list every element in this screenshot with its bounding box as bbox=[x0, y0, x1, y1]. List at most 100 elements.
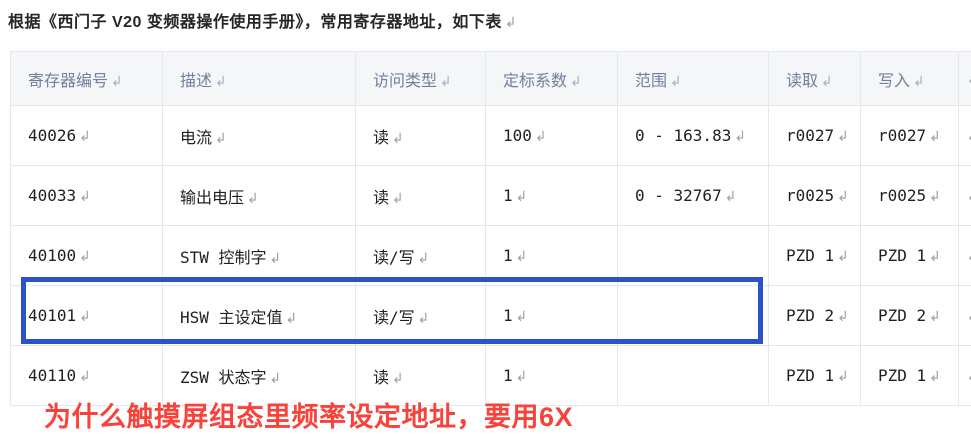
return-mark-icon: ↲ bbox=[929, 189, 941, 205]
cell-overflow: ↲ bbox=[958, 345, 971, 406]
cell-text: 100 bbox=[503, 126, 532, 145]
return-mark-icon: ↲ bbox=[79, 369, 91, 385]
return-mark-icon: ↲ bbox=[417, 310, 430, 327]
return-mark-icon: ↲ bbox=[392, 190, 404, 207]
cell-text: 读 bbox=[373, 367, 390, 387]
header-scale: 定标系数 ↲ bbox=[485, 51, 618, 106]
cell-scale: 1 ↲ bbox=[485, 285, 618, 346]
table-header-row: 寄存器编号↲ 描述↲ 访问类型↲ 定标系数↲ 范围↲ 读取↲ 写入↲ ↲ bbox=[10, 51, 971, 106]
return-mark-icon: ↲ bbox=[215, 73, 227, 90]
return-mark-icon: ↲ bbox=[929, 309, 941, 325]
cell-text: 输出电压 bbox=[180, 187, 245, 207]
return-mark-icon: ↲ bbox=[967, 129, 971, 145]
cell-text: r0025 bbox=[786, 186, 835, 205]
return-mark-icon: ↲ bbox=[967, 249, 971, 265]
cell-access: 读 ↲ bbox=[355, 165, 486, 226]
return-mark-icon: ↲ bbox=[967, 72, 971, 88]
cell-text: STW 控制字 bbox=[180, 247, 267, 267]
return-mark-icon: ↲ bbox=[215, 130, 227, 147]
register-table: 寄存器编号↲ 描述↲ 访问类型↲ 定标系数↲ 范围↲ 读取↲ 写入↲ ↲ 400… bbox=[10, 51, 971, 406]
cell-access: 读/写 ↲ bbox=[355, 225, 486, 286]
cell-text: 40110 bbox=[28, 366, 77, 385]
cell-read: PZD 2 ↲ bbox=[768, 285, 861, 346]
return-mark-icon: ↲ bbox=[515, 249, 528, 265]
cell-text: 40033 bbox=[28, 186, 77, 205]
header-write: 写入 ↲ bbox=[860, 51, 959, 106]
cell-description: HSW 主设定值 ↲ bbox=[162, 285, 356, 346]
return-mark-icon: ↲ bbox=[79, 309, 91, 325]
cell-read: PZD 1 ↲ bbox=[768, 345, 861, 406]
return-mark-icon: ↲ bbox=[392, 130, 404, 147]
cell-text: 1 bbox=[503, 366, 513, 385]
return-mark-icon: ↲ bbox=[724, 189, 737, 205]
return-mark-icon: ↲ bbox=[79, 129, 91, 145]
return-mark-icon: ↲ bbox=[837, 309, 849, 325]
table-row: 40026 ↲ 电流 ↲ 读 ↲ 100 ↲ 0 - 163.83 ↲ r0027 ↲ r0… bbox=[10, 105, 971, 166]
page-title-text: 根据《西门子 V20 变频器操作使用手册》，常用寄存器地址，如下表 bbox=[8, 14, 502, 31]
return-mark-icon: ↲ bbox=[515, 309, 528, 325]
cell-text: r0027 bbox=[878, 126, 927, 145]
table-row-highlighted: 40101↲ HSW 主设定值↲ 读/写↲ 1↲ PZD 2↲ PZD 2↲ ↲ bbox=[10, 285, 971, 346]
return-mark-icon: ↲ bbox=[734, 129, 747, 145]
table-row: 40033 ↲ 输出电压 ↲ 读 ↲ 1 ↲ 0 - 32767 ↲ r0025 ↲ r00… bbox=[10, 165, 971, 226]
return-mark-icon: ↲ bbox=[929, 249, 941, 265]
cell-text: 读 bbox=[373, 187, 390, 207]
return-mark-icon: ↲ bbox=[79, 249, 91, 265]
header-label: 写入 bbox=[878, 70, 911, 90]
table-row: 40110↲ ZSW 状态字↲ 读↲ 1↲ PZD 1↲ PZD 1↲ ↲ bbox=[10, 345, 971, 406]
return-mark-icon: ↲ bbox=[837, 129, 849, 145]
cell-text: 1 bbox=[503, 246, 513, 265]
cell-range: 0 - 32767 ↲ bbox=[617, 165, 769, 226]
cell-text: 读 bbox=[373, 127, 390, 147]
return-mark-icon: ↲ bbox=[837, 189, 849, 205]
cell-text: PZD 1 bbox=[786, 246, 835, 265]
cell-scale: 1 ↲ bbox=[485, 225, 618, 286]
cell-access: 读 ↲ bbox=[355, 105, 486, 166]
cell-text: 电流 bbox=[180, 127, 213, 147]
header-label: 定标系数 bbox=[503, 70, 568, 90]
cell-register: 40101 ↲ bbox=[10, 285, 163, 346]
cell-write: r0027 ↲ bbox=[860, 105, 959, 166]
cell-text: 1 bbox=[503, 186, 513, 205]
cell-text: PZD 2 bbox=[786, 306, 835, 325]
cell-text: HSW 主设定值 bbox=[180, 307, 283, 327]
return-mark-icon: ↲ bbox=[534, 129, 547, 145]
cell-range bbox=[617, 225, 769, 286]
cell-text: 1 bbox=[503, 306, 513, 325]
cell-write: r0025 ↲ bbox=[860, 165, 959, 226]
return-mark-icon: ↲ bbox=[670, 73, 682, 90]
cell-overflow: ↲ bbox=[958, 225, 971, 286]
cell-read: PZD 1 ↲ bbox=[768, 225, 861, 286]
cell-register: 40033 ↲ bbox=[10, 165, 163, 226]
header-label: 访问类型 bbox=[373, 70, 438, 90]
return-mark-icon: ↲ bbox=[929, 129, 941, 145]
header-register: 寄存器编号 ↲ bbox=[10, 51, 163, 106]
return-mark-icon: ↲ bbox=[821, 73, 833, 90]
cell-text: 0 - 32767 bbox=[635, 186, 722, 205]
cell-text: 40100 bbox=[28, 246, 77, 265]
return-mark-icon: ↲ bbox=[79, 189, 91, 205]
cell-write: PZD 1 ↲ bbox=[860, 345, 959, 406]
return-mark-icon: ↲ bbox=[967, 309, 971, 325]
cell-overflow: ↲ bbox=[958, 285, 971, 346]
cell-write: PZD 2 ↲ bbox=[860, 285, 959, 346]
return-mark-icon: ↲ bbox=[247, 190, 259, 207]
cell-read: r0025 ↲ bbox=[768, 165, 861, 226]
return-mark-icon: ↲ bbox=[837, 249, 849, 265]
cell-range bbox=[617, 345, 769, 406]
return-mark-icon: ↲ bbox=[504, 15, 517, 31]
cell-text: PZD 1 bbox=[878, 366, 927, 385]
cell-text: ZSW 状态字 bbox=[180, 367, 267, 387]
cell-overflow: ↲ bbox=[958, 165, 971, 226]
cell-description: 输出电压 ↲ bbox=[162, 165, 356, 226]
cell-scale: 100 ↲ bbox=[485, 105, 618, 166]
cell-description: ZSW 状态字 ↲ bbox=[162, 345, 356, 406]
cell-write: PZD 1 ↲ bbox=[860, 225, 959, 286]
return-mark-icon: ↲ bbox=[929, 369, 941, 385]
cell-text: 读/写 bbox=[373, 247, 415, 267]
return-mark-icon: ↲ bbox=[515, 369, 528, 385]
cell-register: 40026 ↲ bbox=[10, 105, 163, 166]
cell-description: STW 控制字 ↲ bbox=[162, 225, 356, 286]
return-mark-icon: ↲ bbox=[913, 73, 925, 90]
